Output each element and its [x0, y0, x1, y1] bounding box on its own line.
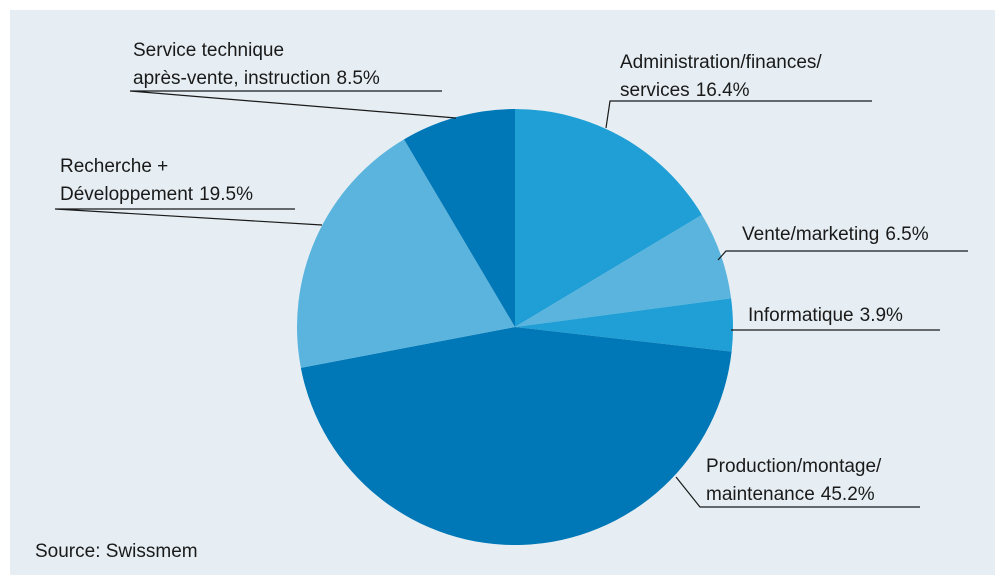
- value-label: 3.9%: [860, 305, 903, 326]
- slice-label: Vente/marketing 6.5%: [742, 224, 929, 245]
- value-label: 6.5%: [885, 224, 928, 245]
- label-line: Recherche +: [60, 156, 168, 177]
- slice-label: Recherche + Développement 19.5%: [60, 156, 253, 205]
- pie-slice: [404, 109, 515, 327]
- source: Source: Swissmem: [35, 541, 198, 562]
- leader-line: [605, 100, 872, 129]
- label-line: Administration/finances/: [620, 52, 822, 73]
- pie-slice: [515, 214, 732, 327]
- value-label: 45.2%: [821, 484, 875, 505]
- leader-line: [54, 208, 323, 226]
- pie-slice: [515, 298, 733, 352]
- value-label: 8.5%: [337, 68, 380, 89]
- leader-line: [675, 476, 920, 508]
- slice-label: Production/montage/maintenance 45.2%: [706, 456, 882, 505]
- pie-slice: [300, 327, 732, 545]
- pie-slice: [515, 109, 702, 327]
- slice-label: Administration/finances/services 16.4%: [620, 52, 822, 101]
- value-label: 19.5%: [199, 184, 253, 205]
- leader-line: [129, 90, 457, 119]
- label-line: Service technique: [133, 40, 284, 61]
- value-label: 16.4%: [696, 80, 750, 101]
- label-line: Vente/marketing: [742, 224, 879, 245]
- label-line: Développement: [60, 184, 194, 205]
- label-line: services: [620, 80, 690, 101]
- pie-slice: [297, 139, 515, 368]
- leader-line: [717, 250, 968, 261]
- label-line: après-vente, instruction: [133, 68, 331, 89]
- label-line: maintenance: [706, 484, 815, 505]
- slice-label: Service technique après-vente, instructio…: [133, 40, 380, 89]
- label-line: Informatique: [748, 305, 854, 326]
- slice-label: Informatique 3.9%: [748, 305, 903, 326]
- label-line: Production/montage/: [706, 456, 882, 477]
